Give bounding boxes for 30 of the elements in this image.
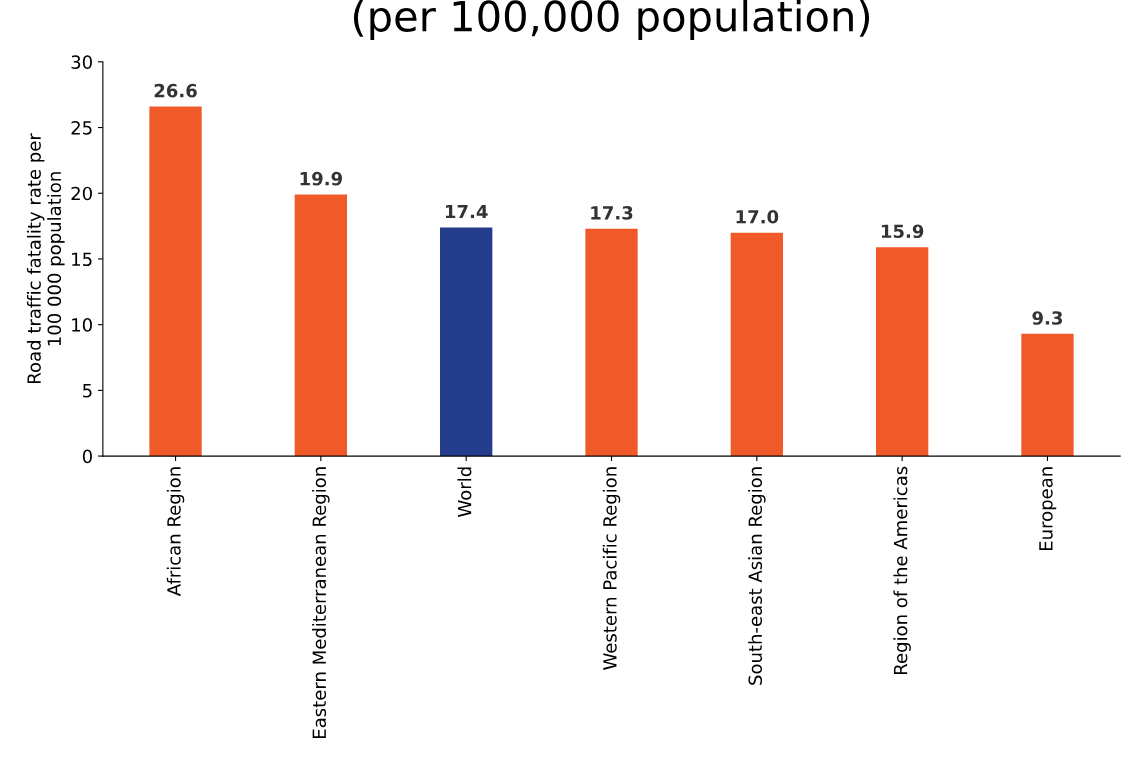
- data-label: 17.3: [591, 206, 633, 220]
- x-tick-label: African Region: [166, 467, 185, 597]
- data-label: 17.0: [736, 209, 779, 224]
- bar: [440, 227, 493, 457]
- x-tick-label: Region of the Americas: [893, 466, 911, 674]
- chart-title: (per 100,000 population): [353, 0, 870, 40]
- y-tick-label: 25: [71, 121, 92, 135]
- data-label: 9.3: [1032, 311, 1063, 325]
- bar: [585, 228, 638, 457]
- y-tick-label: 10: [72, 318, 92, 332]
- bar: [1021, 333, 1074, 457]
- x-tick-label: European: [1039, 467, 1057, 551]
- y-tick-label: 20: [71, 186, 92, 201]
- bar: [876, 247, 929, 457]
- y-tick-label: 0: [82, 449, 92, 464]
- y-tick-label: 5: [83, 384, 92, 398]
- y-tick-label: 15: [72, 252, 92, 267]
- bar: [149, 106, 202, 457]
- x-tick-label: World: [457, 467, 472, 517]
- data-label: 19.9: [300, 171, 342, 186]
- x-tick-label: South-east Asian Region: [748, 467, 766, 685]
- data-label: 26.6: [154, 83, 197, 98]
- x-tick-label: Western Pacific Region: [602, 467, 621, 670]
- y-axis-title: Road traffic fatality rate per 100 000 population: [26, 133, 65, 383]
- x-tick-label: Eastern Mediterranean Region: [312, 467, 330, 738]
- data-label: 15.9: [881, 224, 924, 239]
- data-label: 17.4: [445, 204, 488, 219]
- y-tick-label: 30: [71, 55, 92, 69]
- bar: [294, 194, 348, 457]
- bar: [730, 232, 783, 457]
